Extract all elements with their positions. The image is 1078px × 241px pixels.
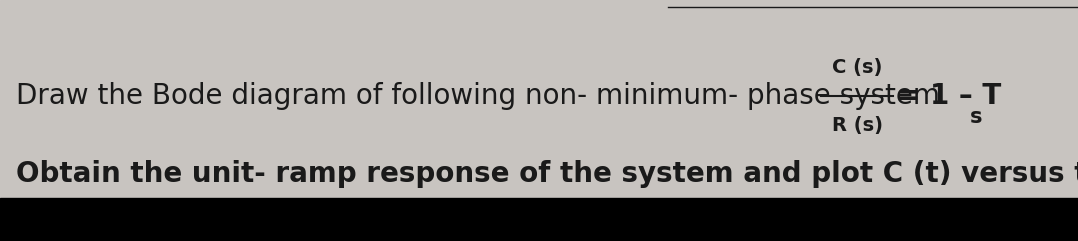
Bar	[0, 0, 1078, 198]
Text: s: s	[970, 107, 983, 127]
Text: Obtain the unit- ramp response of the system and plot C (t) versus t.: Obtain the unit- ramp response of the sy…	[16, 160, 1078, 187]
Bar	[0, 198, 1078, 241]
Text: = 1 – T: = 1 – T	[897, 82, 1001, 110]
Text: C (s): C (s)	[832, 58, 882, 77]
Text: R (s): R (s)	[831, 116, 883, 135]
Text: Draw the Bode diagram of following non- minimum- phase system: Draw the Bode diagram of following non- …	[16, 82, 949, 110]
